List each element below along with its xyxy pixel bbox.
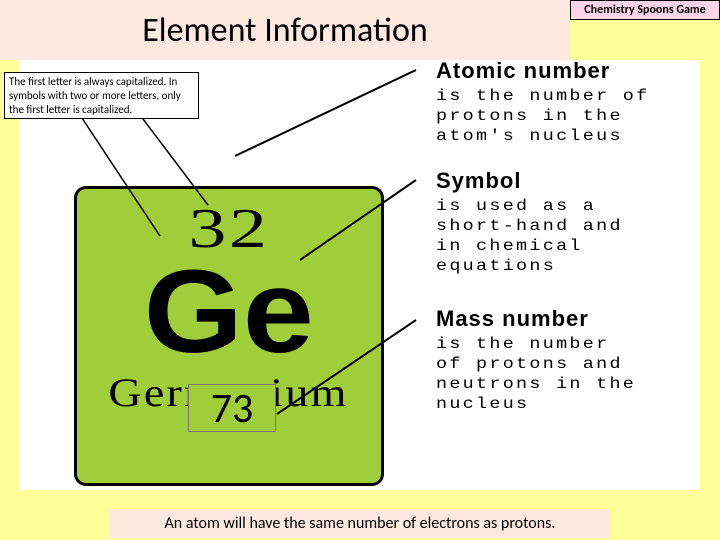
footer-note: An atom will have the same number of ele… — [110, 509, 610, 538]
page-title: Element Information — [142, 10, 428, 51]
info-symbol-heading: Symbol — [436, 168, 606, 194]
info-mass-number-heading: Mass number — [436, 306, 616, 332]
content-area: 32 Ge Germanium Atomic number is the num… — [20, 60, 700, 490]
info-atomic-number-heading: Atomic number — [436, 58, 676, 84]
element-symbol: Ge — [144, 259, 314, 365]
info-mass-number-body: is the number of protons and neutrons in… — [436, 334, 643, 414]
info-atomic-number: Atomic number is the number of protons i… — [436, 58, 676, 146]
capitalization-note: The first letter is always capitalized. … — [4, 72, 199, 119]
game-badge: Chemistry Spoons Game — [570, 0, 720, 20]
mass-number: 73 — [211, 383, 254, 434]
info-mass-number: Mass number is the number of protons and… — [436, 306, 616, 414]
info-atomic-number-body: is the number of protons in the atom's n… — [436, 86, 712, 146]
info-symbol-body: is used as a short-hand and in chemical … — [436, 196, 632, 276]
info-symbol: Symbol is used as a short-hand and in ch… — [436, 168, 606, 276]
element-tile: 32 Ge Germanium — [74, 186, 384, 486]
mass-number-box: 73 — [188, 384, 276, 432]
title-bar: Element Information — [0, 0, 570, 60]
